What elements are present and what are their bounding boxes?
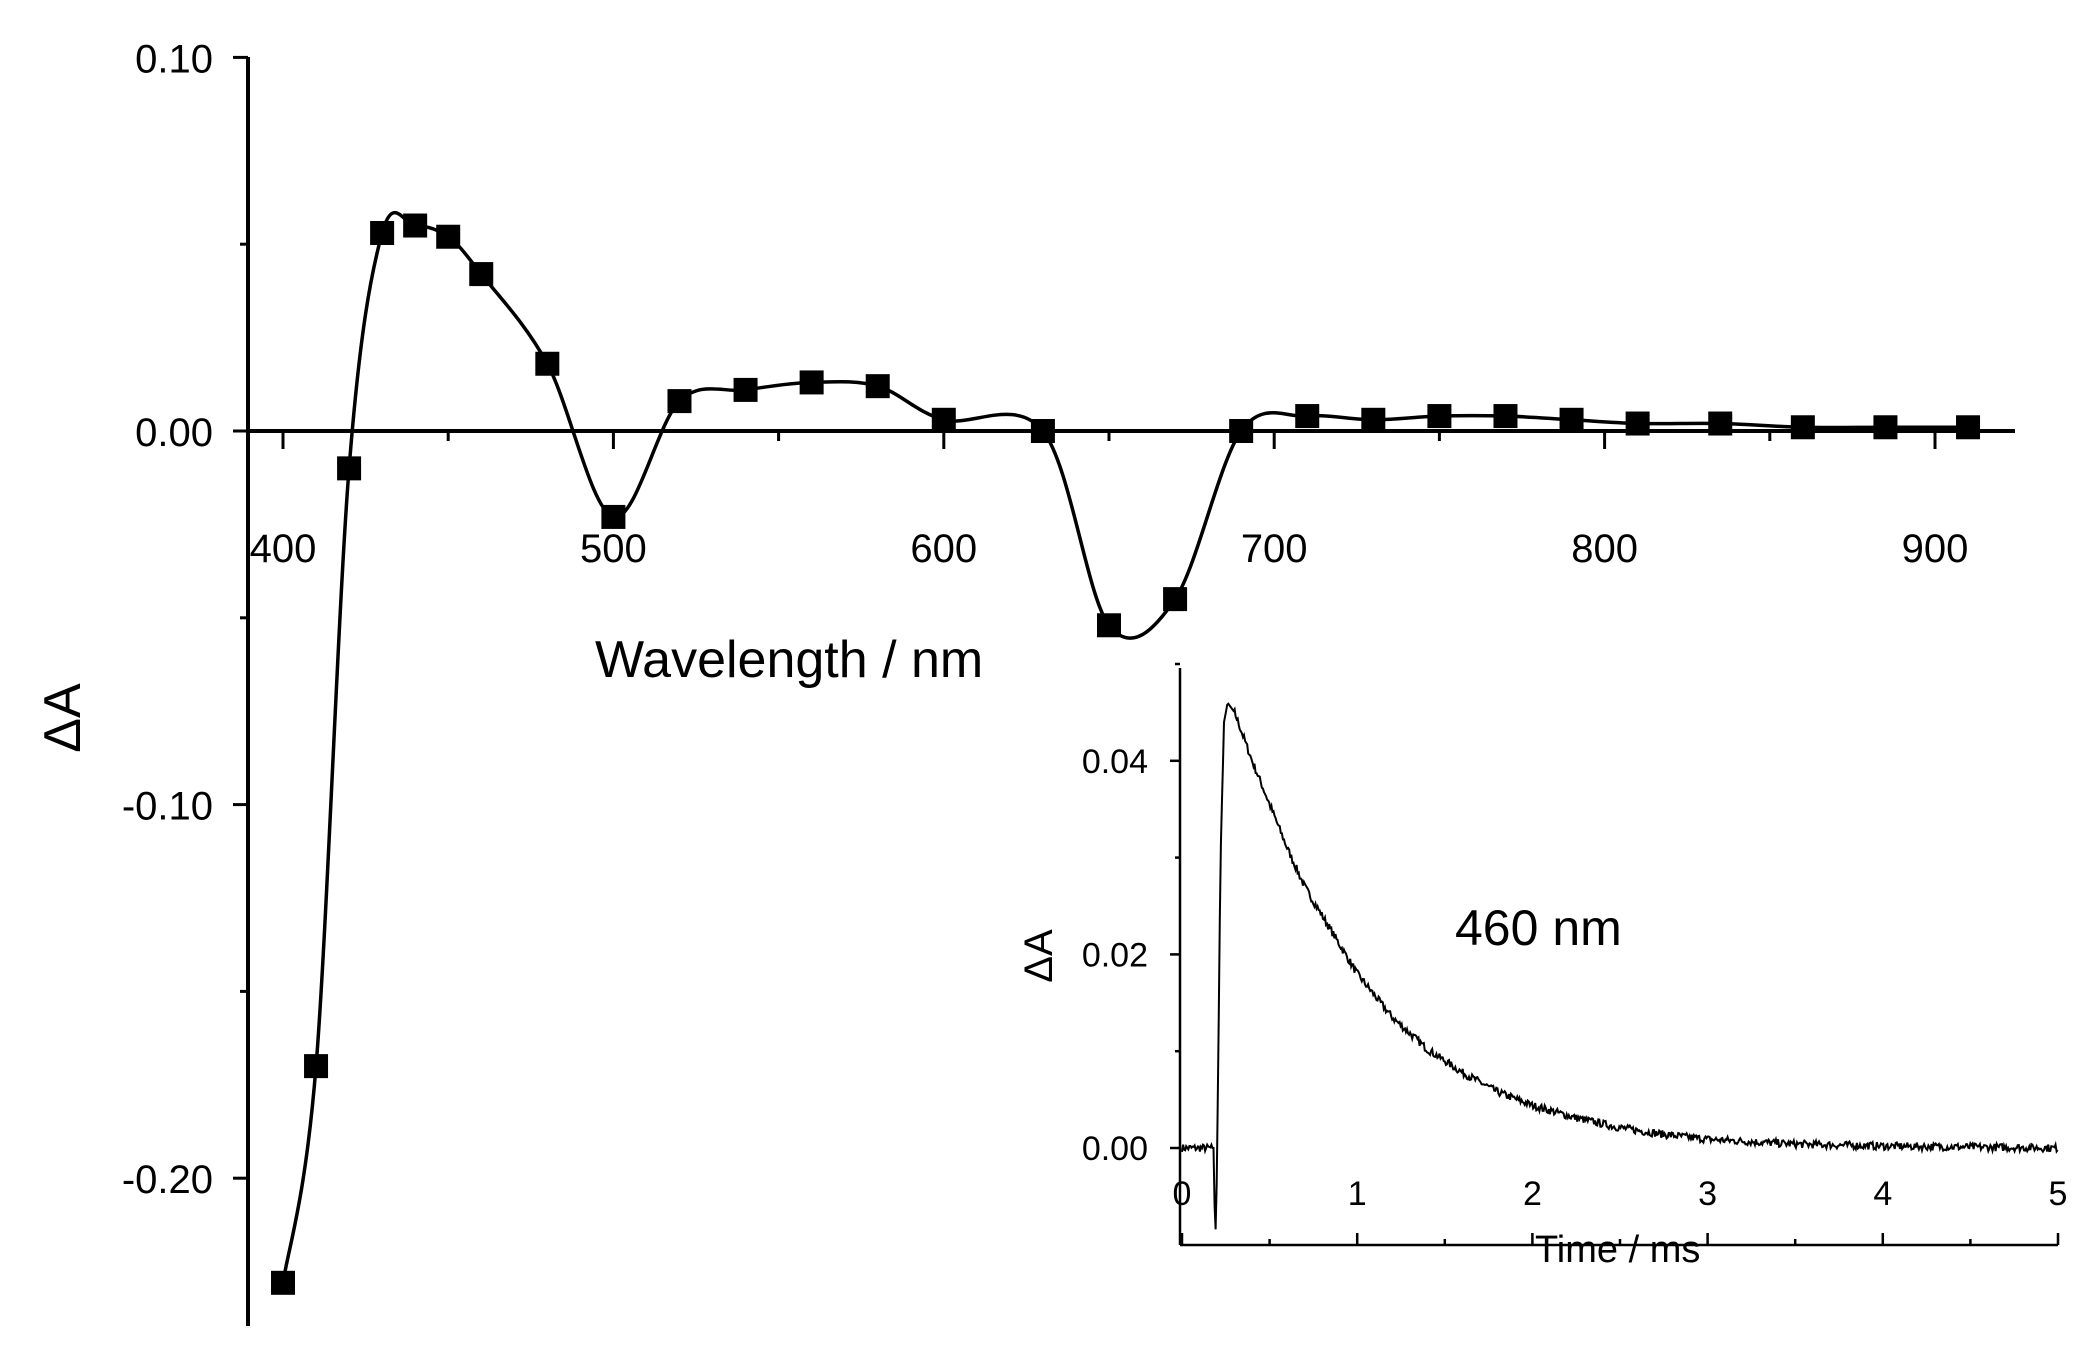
inset-x-tick-label: 1 — [1348, 1175, 1367, 1213]
main-y-tick-label: -0.10 — [122, 785, 213, 829]
inset-x-tick-label: 3 — [1698, 1175, 1717, 1213]
main-data-point — [370, 220, 395, 245]
main-data-point — [1790, 415, 1815, 440]
main-data-point — [733, 377, 758, 402]
main-data-point — [1295, 404, 1320, 429]
main-series-markers — [271, 213, 1981, 1295]
main-x-axis-label: Wavelength / nm — [595, 631, 983, 689]
main-data-point — [1427, 404, 1452, 429]
main-x-tick-label: 400 — [250, 527, 317, 571]
main-x-tick-label: 900 — [1902, 527, 1969, 571]
main-ticks — [233, 55, 1937, 1180]
main-data-point — [1956, 415, 1981, 440]
main-data-point — [667, 389, 692, 414]
main-data-point — [1708, 411, 1733, 436]
main-data-point — [931, 407, 956, 432]
main-y-axis-label: ΔA — [34, 683, 92, 753]
main-data-point — [271, 1270, 295, 1295]
main-y-tick-label: -0.20 — [122, 1158, 213, 1202]
inset-plot: 0.00 0.02 0.04 0 1 2 3 4 5 460 nm Time / ms ΔA — [1017, 662, 2068, 1271]
main-data-point — [865, 374, 890, 399]
main-data-point — [1361, 407, 1386, 432]
main-data-point — [1625, 411, 1650, 436]
main-tick-labels: 0.10 0.00 -0.10 -0.20 400 500 600 700 800 900 — [122, 37, 1969, 1202]
main-data-point — [535, 351, 560, 376]
main-x-tick-label: 500 — [580, 527, 647, 571]
main-plot: 0.10 0.00 -0.10 -0.20 400 500 600 700 800 900 Wav… — [34, 37, 2015, 1326]
inset-y-tick-label: 0.02 — [1082, 936, 1148, 974]
main-data-point — [436, 224, 461, 249]
inset-y-tick-label: 0.04 — [1082, 743, 1148, 781]
inset-tick-labels: 0.00 0.02 0.04 0 1 2 3 4 5 — [1082, 743, 2068, 1213]
inset-x-tick-label: 5 — [2049, 1175, 2068, 1213]
main-data-point — [1163, 587, 1188, 612]
inset-y-axis-label: ΔA — [1017, 929, 1061, 983]
main-data-point — [1229, 419, 1254, 443]
inset-x-tick-label: 2 — [1523, 1175, 1542, 1213]
inset-x-tick-label: 4 — [1873, 1175, 1892, 1213]
main-data-point — [1873, 415, 1898, 440]
main-data-point — [601, 504, 626, 529]
main-x-tick-label: 700 — [1241, 527, 1308, 571]
main-data-point — [1559, 407, 1584, 432]
main-data-point — [1097, 613, 1121, 638]
main-y-tick-label: 0.10 — [135, 37, 213, 81]
main-data-point — [469, 262, 494, 287]
main-y-tick-label: 0.00 — [135, 411, 213, 455]
main-data-point — [304, 1054, 329, 1079]
inset-y-tick-label: 0.00 — [1082, 1130, 1148, 1168]
main-data-point — [1493, 404, 1518, 429]
inset-ticks — [1170, 662, 2060, 1245]
inset-annotation: 460 nm — [1455, 900, 1622, 956]
main-x-tick-label: 600 — [910, 527, 977, 571]
main-data-point — [799, 370, 824, 395]
main-data-point — [337, 456, 362, 481]
inset-series-line — [1181, 702, 2059, 1230]
inset-x-axis-label: Time / ms — [1535, 1229, 1700, 1271]
main-data-point — [1030, 419, 1055, 443]
inset-x-tick-label: 0 — [1173, 1175, 1192, 1213]
main-x-tick-label: 800 — [1571, 527, 1638, 571]
main-data-point — [403, 213, 428, 238]
